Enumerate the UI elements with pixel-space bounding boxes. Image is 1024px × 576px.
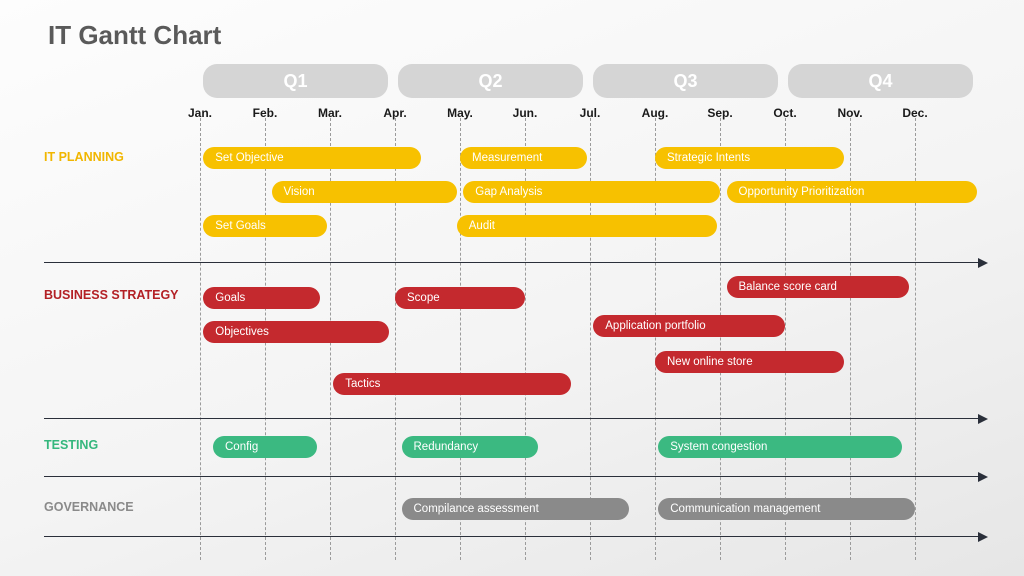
task-bar: Scope bbox=[395, 287, 525, 309]
task-bar: Set Goals bbox=[203, 215, 327, 237]
task-bar: Goals bbox=[203, 287, 320, 309]
quarter-pill: Q3 bbox=[593, 64, 778, 98]
quarter-pill: Q4 bbox=[788, 64, 973, 98]
task-bar: Measurement bbox=[460, 147, 587, 169]
task-bar: System congestion bbox=[658, 436, 902, 458]
task-bar: Redundancy bbox=[402, 436, 539, 458]
swimlane-label: TESTING bbox=[44, 438, 184, 454]
grid-line bbox=[460, 118, 461, 560]
task-bar: Compilance assessment bbox=[402, 498, 630, 520]
grid-line bbox=[200, 118, 201, 560]
separator-arrow bbox=[44, 536, 980, 537]
task-bar: Objectives bbox=[203, 321, 388, 343]
task-bar: Tactics bbox=[333, 373, 570, 395]
task-bar: Audit bbox=[457, 215, 717, 237]
swimlane-label: GOVERNANCE bbox=[44, 500, 184, 516]
swimlane-label: IT PLANNING bbox=[44, 150, 184, 166]
grid-line bbox=[720, 118, 721, 560]
task-bar: Communication management bbox=[658, 498, 915, 520]
task-bar: Opportunity Prioritization bbox=[727, 181, 977, 203]
task-bar: Balance score card bbox=[727, 276, 909, 298]
separator-arrow bbox=[44, 476, 980, 477]
task-bar: New online store bbox=[655, 351, 844, 373]
quarter-pill: Q2 bbox=[398, 64, 583, 98]
page-title: IT Gantt Chart bbox=[48, 20, 221, 51]
separator-arrow bbox=[44, 262, 980, 263]
task-bar: Config bbox=[213, 436, 317, 458]
separator-arrow bbox=[44, 418, 980, 419]
task-bar: Strategic Intents bbox=[655, 147, 844, 169]
task-bar: Vision bbox=[272, 181, 457, 203]
task-bar: Application portfolio bbox=[593, 315, 785, 337]
task-bar: Gap Analysis bbox=[463, 181, 720, 203]
task-bar: Set Objective bbox=[203, 147, 421, 169]
quarter-pill: Q1 bbox=[203, 64, 388, 98]
swimlane-label: BUSINESS STRATEGY bbox=[44, 288, 184, 304]
